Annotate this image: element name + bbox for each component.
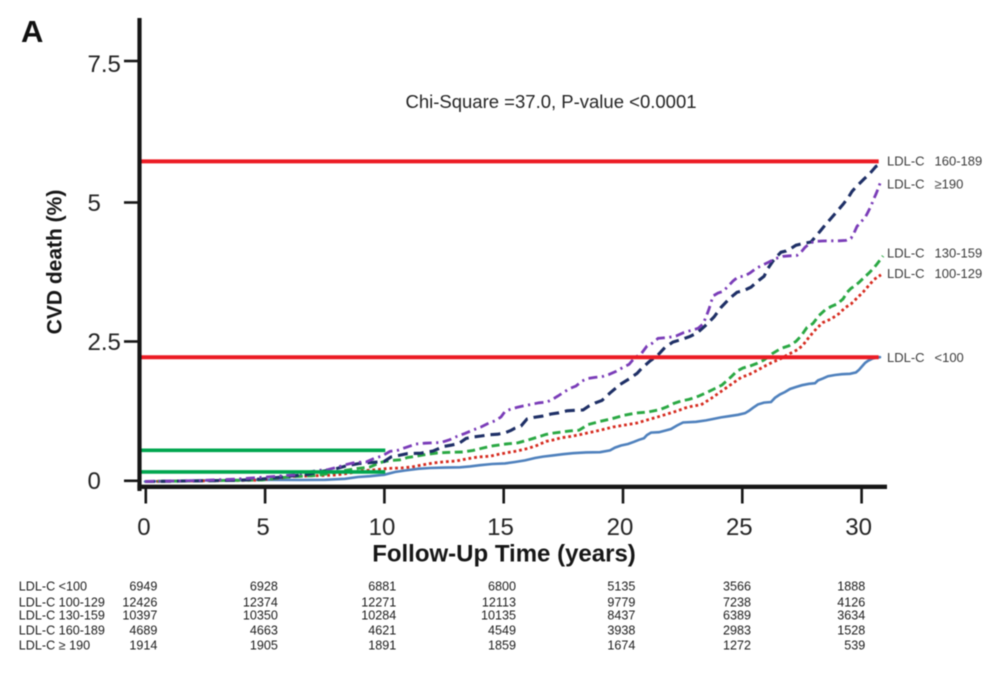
svg-text:10: 10 [369,514,396,541]
svg-text:4549: 4549 [488,623,516,637]
svg-text:4126: 4126 [837,596,865,610]
svg-text:12113: 12113 [482,596,516,610]
svg-text:3938: 3938 [607,623,635,637]
svg-text:3634: 3634 [837,608,865,622]
svg-text:Follow-Up Time (years): Follow-Up Time (years) [372,541,636,568]
svg-text:7238: 7238 [723,596,751,610]
svg-text:6949: 6949 [129,580,157,594]
svg-text:5135: 5135 [607,580,635,594]
svg-text:1272: 1272 [723,639,751,653]
svg-text:10350: 10350 [243,608,278,622]
svg-text:539: 539 [844,639,865,653]
svg-text:6389: 6389 [723,608,751,622]
svg-text:20: 20 [607,514,634,541]
svg-text:25: 25 [726,514,753,541]
svg-text:6800: 6800 [488,580,516,594]
svg-text:8437: 8437 [607,608,635,622]
svg-text:LDL-C: LDL-C [887,153,925,168]
svg-text:130-159: 130-159 [935,245,983,260]
svg-text:1674: 1674 [607,639,635,653]
svg-text:LDL-C: LDL-C [887,350,925,365]
svg-text:6928: 6928 [250,580,278,594]
svg-text:LDL-C ≥ 190: LDL-C ≥ 190 [19,639,90,653]
svg-text:1891: 1891 [368,639,396,653]
svg-text:12374: 12374 [243,596,278,610]
svg-text:LDL-C: LDL-C [887,177,925,192]
svg-text:4689: 4689 [129,623,157,637]
svg-text:3566: 3566 [723,580,751,594]
svg-text:LDL-C 100-129: LDL-C 100-129 [19,596,105,610]
svg-text:1914: 1914 [129,639,157,653]
svg-text:2.5: 2.5 [88,329,121,356]
svg-text:<100: <100 [935,350,964,365]
svg-text:5: 5 [256,514,269,541]
svg-text:12271: 12271 [361,596,396,610]
svg-text:4621: 4621 [368,623,396,637]
svg-text:5: 5 [88,190,101,217]
svg-text:7.5: 7.5 [88,51,121,78]
svg-text:LDL-C 160-189: LDL-C 160-189 [19,623,105,637]
svg-text:10397: 10397 [122,608,157,622]
svg-text:15: 15 [487,514,514,541]
svg-text:A: A [21,14,43,49]
svg-text:1859: 1859 [488,639,516,653]
svg-text:1528: 1528 [837,623,865,637]
svg-text:≥190: ≥190 [935,177,964,192]
svg-text:6881: 6881 [368,580,396,594]
svg-text:LDL-C <100: LDL-C <100 [19,580,87,594]
svg-text:4663: 4663 [250,623,278,637]
svg-text:LDL-C: LDL-C [887,245,925,260]
svg-text:1905: 1905 [250,639,278,653]
svg-text:LDL-C 130-159: LDL-C 130-159 [19,608,105,622]
svg-text:2983: 2983 [723,623,751,637]
svg-text:CVD death (%): CVD death (%) [44,190,67,335]
svg-text:10284: 10284 [361,608,396,622]
svg-text:100-129: 100-129 [935,266,983,281]
svg-text:0: 0 [88,468,101,495]
svg-text:160-189: 160-189 [935,153,983,168]
svg-text:Chi-Square =37.0, P-value <0.0: Chi-Square =37.0, P-value <0.0001 [405,91,696,112]
svg-text:9779: 9779 [607,596,635,610]
svg-text:12426: 12426 [122,596,157,610]
svg-text:1888: 1888 [837,580,865,594]
svg-text:LDL-C: LDL-C [887,266,925,281]
svg-text:0: 0 [137,514,150,541]
svg-text:30: 30 [845,514,872,541]
svg-text:10135: 10135 [481,608,516,622]
